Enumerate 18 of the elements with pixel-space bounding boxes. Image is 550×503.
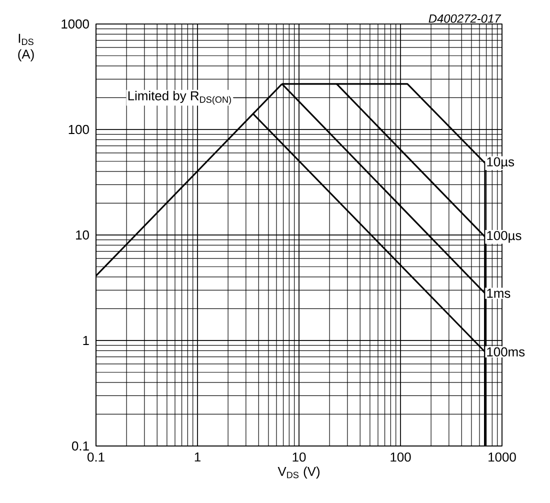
y-tick-label: 0.1 (72, 441, 89, 451)
x-tick-label: 100 (390, 452, 411, 462)
y-tick-label: 10 (76, 230, 89, 240)
text: D400272-017 (428, 14, 502, 23)
series-label: 10µs (487, 157, 514, 169)
y-tick-label: 1 (83, 336, 89, 345)
x-axis-title: V$_{DS}$ (V) (278, 466, 320, 479)
annotation: Limited by R$_{DS(ON)}$ (128, 90, 231, 105)
x-tick-label: 10 (292, 452, 306, 462)
x-tick-label: 1000 (488, 452, 516, 462)
x-tick-label: 0.1 (88, 452, 104, 462)
series-label: 100µs (487, 230, 522, 243)
y-axis-title: I$_{DS}$ (A) (18, 34, 34, 62)
x-tick-label: 1 (194, 452, 200, 462)
series-label: 1ms (487, 288, 510, 298)
y-tick-label: 1000 (62, 19, 89, 29)
y-tick-label: 100 (68, 124, 89, 134)
series-label: 100ms (487, 347, 525, 356)
